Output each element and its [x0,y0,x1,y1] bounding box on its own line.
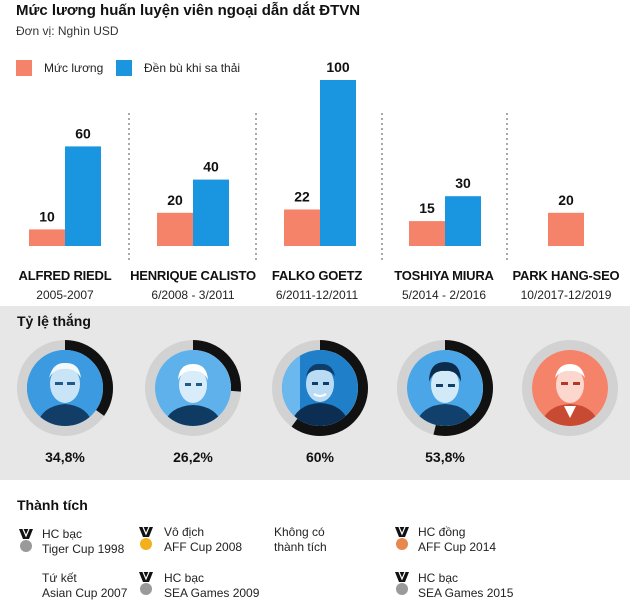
bar-compensation-miura [445,196,481,246]
coach-period-calisto: 6/2008 - 3/2011 [151,288,235,302]
bronze-medal-icon [395,526,409,550]
ring-arc [272,340,368,436]
chart-title: Mức lương huấn luyện viên ngoại dẫn dắt … [16,2,361,19]
bar-salary-miura [409,221,445,246]
bar-salary-calisto [157,212,193,246]
bar-salary-park [548,212,584,246]
achievement-calisto-2-line2: SEA Games 2009 [164,586,260,600]
legend-salary-swatch [16,60,32,76]
coach-photo-riedl [27,350,103,426]
achievement-riedl-1-line2: Tiger Cup 1998 [42,542,125,556]
legend-compensation-label: Đền bù khi sa thải [144,61,241,75]
bar-salary-riedl [29,229,65,246]
unit-label: Đơn vị: Nghìn USD [16,24,119,38]
achievement-miura-2: HC bạc SEA Games 2015 [418,571,513,601]
coach-period-riedl: 2005-2007 [36,288,94,302]
achievement-goetz-1: Không có thành tích [274,525,327,555]
coach-portrait-park [532,350,608,426]
achievement-riedl-2-line2: Asian Cup 2007 [42,586,128,600]
bar-chart: 10 60 20 40 22 100 15 30 20 [29,59,584,260]
achievement-riedl-2: Tứ kết Asian Cup 2007 [42,571,127,601]
win-ring-riedl [17,340,113,436]
win-ring-chart-goetz [272,340,368,436]
data-label-salary-miura: 15 [419,200,435,216]
achievement-calisto-2-line1: HC bạc [164,571,205,585]
ring-arc [145,340,241,436]
coach-period-park: 10/2017-12/2019 [520,288,612,302]
legend-salary-label: Mức lương [44,61,104,75]
achievement-miura-2-line1: HC bạc [418,571,459,585]
win-ring-chart-calisto [145,340,241,436]
achievement-goetz-1-line2: thành tích [274,540,327,554]
win-rate-calisto: 26,2% [173,449,213,465]
coach-period-goetz: 6/2011-12/2011 [275,288,359,302]
win-ring-chart-park [522,340,618,436]
ring-track [522,340,618,436]
win-rate-miura: 53,8% [425,449,465,465]
achievements-title: Thành tích [17,497,88,513]
silver-medal-icon [19,528,33,552]
data-label-salary-riedl: 10 [39,208,55,224]
bar-compensation-goetz [320,80,356,246]
coach-photo-miura [407,350,483,426]
data-label-compensation-goetz: 100 [326,59,350,75]
bar-compensation-calisto [193,179,229,246]
achievement-calisto-1-line1: Vô địch [164,525,205,539]
achievement-riedl-1-line1: HC bạc [42,527,83,541]
achievement-riedl-1: HC bạc Tiger Cup 1998 [42,527,124,557]
bar-compensation-riedl [65,146,101,246]
ring-arc [397,340,493,436]
gold-medal-icon [139,526,153,550]
achievement-calisto-1: Vô địch AFF Cup 2008 [164,525,242,555]
win-rate-riedl: 34,8% [45,449,85,465]
win-ring-goetz [272,340,368,436]
win-rate-goetz: 60% [305,449,335,465]
coach-name-miura: TOSHIYA MIURA [394,268,494,283]
coach-portrait-riedl [27,350,103,426]
legend-compensation-swatch [116,60,132,76]
achievement-miura-1: HC đồng AFF Cup 2014 [418,525,496,555]
coach-name-park: PARK HANG-SEO [512,268,620,283]
win-ring-park [522,340,618,436]
coach-period-miura: 5/2014 - 2/2016 [401,288,487,302]
coach-portrait-calisto [155,350,231,426]
legend-salary: Mức lương [16,60,103,76]
coach-name-riedl: ALFRED RIEDL [18,268,112,283]
data-label-salary-park: 20 [558,192,574,208]
win-ring-calisto [145,340,241,436]
achievement-miura-2-line2: SEA Games 2015 [418,586,514,600]
win-rate-title: Tỷ lệ thắng [17,313,91,329]
achievement-calisto-1-line2: AFF Cup 2008 [164,540,243,554]
achievement-goetz-1-line1: Không có [274,525,325,539]
silver-medal-icon [139,571,153,595]
achievement-miura-1-line2: AFF Cup 2014 [418,540,497,554]
data-label-compensation-miura: 30 [455,175,471,191]
win-ring-miura [397,340,493,436]
coach-portrait-goetz [282,350,358,426]
data-label-compensation-riedl: 60 [75,125,91,141]
coach-name-calisto: HENRIQUE CALISTO [130,268,256,283]
win-ring-chart-riedl [17,340,113,436]
achievement-miura-1-line1: HC đồng [418,525,466,539]
coach-photo-park [532,350,608,426]
coach-portrait-miura [407,350,483,426]
legend-compensation: Đền bù khi sa thải [116,60,240,76]
bar-salary-goetz [284,209,320,246]
coach-photo-calisto [155,350,231,426]
silver-medal-icon [395,571,409,595]
coach-photo-goetz [282,350,358,426]
data-label-salary-calisto: 20 [167,192,183,208]
coach-name-goetz: FALKO GOETZ [271,268,363,283]
data-label-compensation-calisto: 40 [203,159,219,175]
ring-arc [17,340,113,436]
achievement-riedl-2-line1: Tứ kết [42,571,77,585]
win-ring-chart-miura [397,340,493,436]
data-label-salary-goetz: 22 [294,188,310,204]
achievement-calisto-2: HC bạc SEA Games 2009 [164,571,259,601]
